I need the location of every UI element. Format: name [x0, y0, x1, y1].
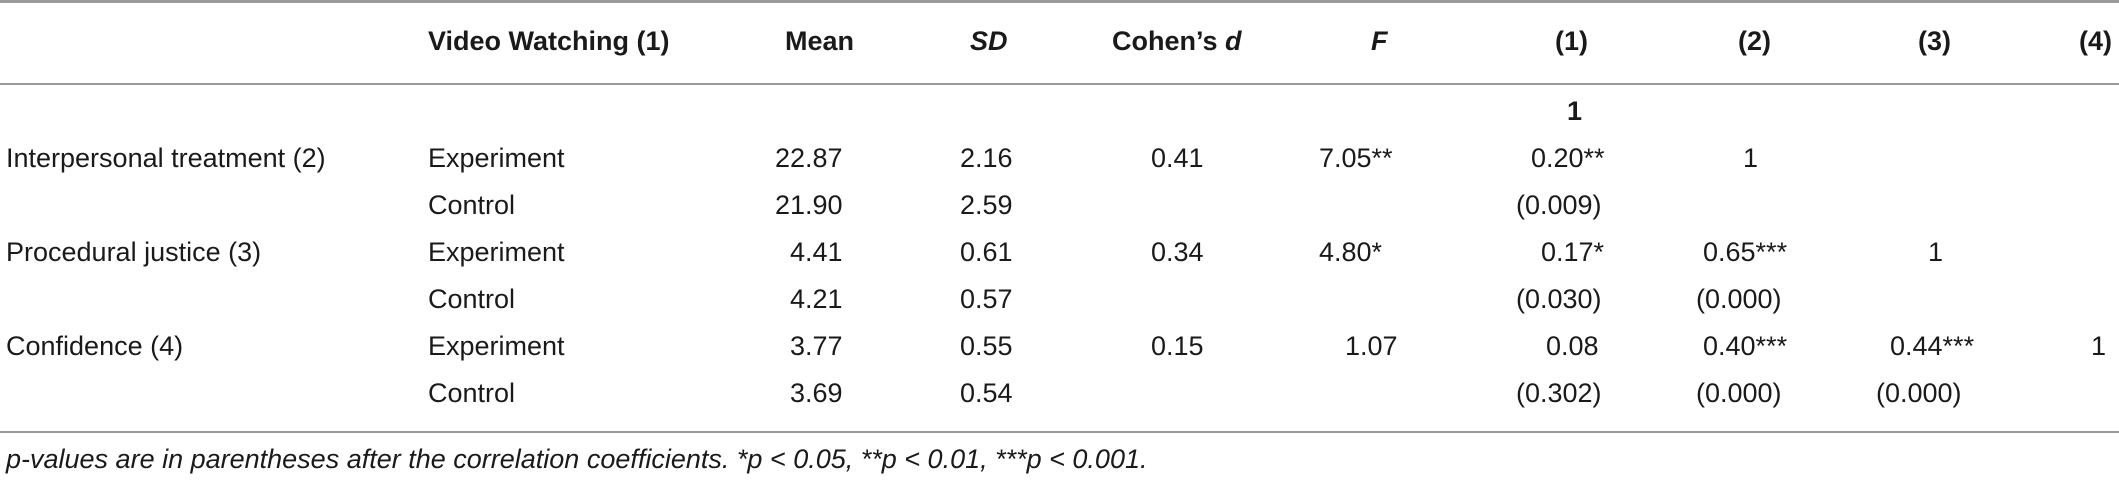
row-col-2: 0.40*** [1703, 331, 1788, 361]
row-col-2: 1 [1743, 143, 1759, 173]
row-col-1: (0.009) [1516, 190, 1602, 220]
row-label: Confidence (4) [6, 331, 184, 361]
row-cohens-d: 0.34 [1151, 237, 1204, 267]
row-f: 7.05** [1319, 143, 1393, 173]
table-bottom-rule [0, 431, 2119, 433]
row-mean: 4.41 [790, 237, 843, 267]
row-cohens-d: 0.41 [1151, 143, 1204, 173]
row-mean: 21.90 [775, 190, 843, 220]
row-col-2: (0.000) [1696, 284, 1782, 314]
header-cohens-d: Cohen’s d [1112, 25, 1242, 57]
row-group: Control [428, 378, 516, 408]
row-group: Control [428, 284, 516, 314]
row-mean: 3.69 [790, 378, 843, 408]
row-sd: 0.61 [960, 237, 1013, 267]
row-sd: 0.54 [960, 378, 1013, 408]
row-col-3: 1 [1928, 237, 1944, 267]
row-col-1: 0.08 [1546, 331, 1599, 361]
row-f: 4.80* [1319, 237, 1383, 267]
row-cohens-d: 0.15 [1151, 331, 1204, 361]
header-cohens-label: Cohen’s [1112, 26, 1226, 56]
row-group: Experiment [428, 331, 565, 361]
row-col-1: 0.20** [1531, 143, 1605, 173]
row-sd: 2.59 [960, 190, 1013, 220]
row-col-1: (0.302) [1516, 378, 1602, 408]
row-col-3: 0.44*** [1890, 331, 1975, 361]
row-col-4: 1 [2091, 331, 2107, 361]
row-mean: 22.87 [775, 143, 843, 173]
row-col-2: (0.000) [1696, 378, 1782, 408]
row-group: Experiment [428, 143, 565, 173]
table-footnote: p-values are in parentheses after the co… [6, 444, 1148, 474]
row-col-1: 0.17* [1541, 237, 1605, 267]
header-col-4: (4) [2079, 26, 2112, 56]
header-col-1: (1) [1555, 26, 1588, 56]
row-col-1: (0.030) [1516, 284, 1602, 314]
header-col-2: (2) [1738, 26, 1771, 56]
header-f: F [1371, 26, 1388, 56]
row-f: 1.07 [1345, 331, 1398, 361]
row-col-2: 0.65*** [1703, 237, 1788, 267]
row-sd: 0.55 [960, 331, 1013, 361]
row-sd: 0.57 [960, 284, 1013, 314]
header-mean: Mean [785, 26, 855, 56]
video-watching-self-correlation: 1 [1567, 96, 1583, 126]
row-col-3: (0.000) [1876, 378, 1962, 408]
header-sd: SD [970, 26, 1008, 56]
table-top-rule [0, 0, 2119, 3]
row-mean: 4.21 [790, 284, 843, 314]
row-group: Experiment [428, 237, 565, 267]
row-mean: 3.77 [790, 331, 843, 361]
row-group: Control [428, 190, 516, 220]
header-cohens-d-symbol: d [1225, 26, 1242, 56]
header-col-3: (3) [1918, 26, 1951, 56]
row-label: Interpersonal treatment (2) [6, 143, 326, 173]
header-video-watching: Video Watching (1) [428, 26, 670, 56]
row-label: Procedural justice (3) [6, 237, 262, 267]
row-sd: 2.16 [960, 143, 1013, 173]
table-header-rule [0, 83, 2119, 85]
